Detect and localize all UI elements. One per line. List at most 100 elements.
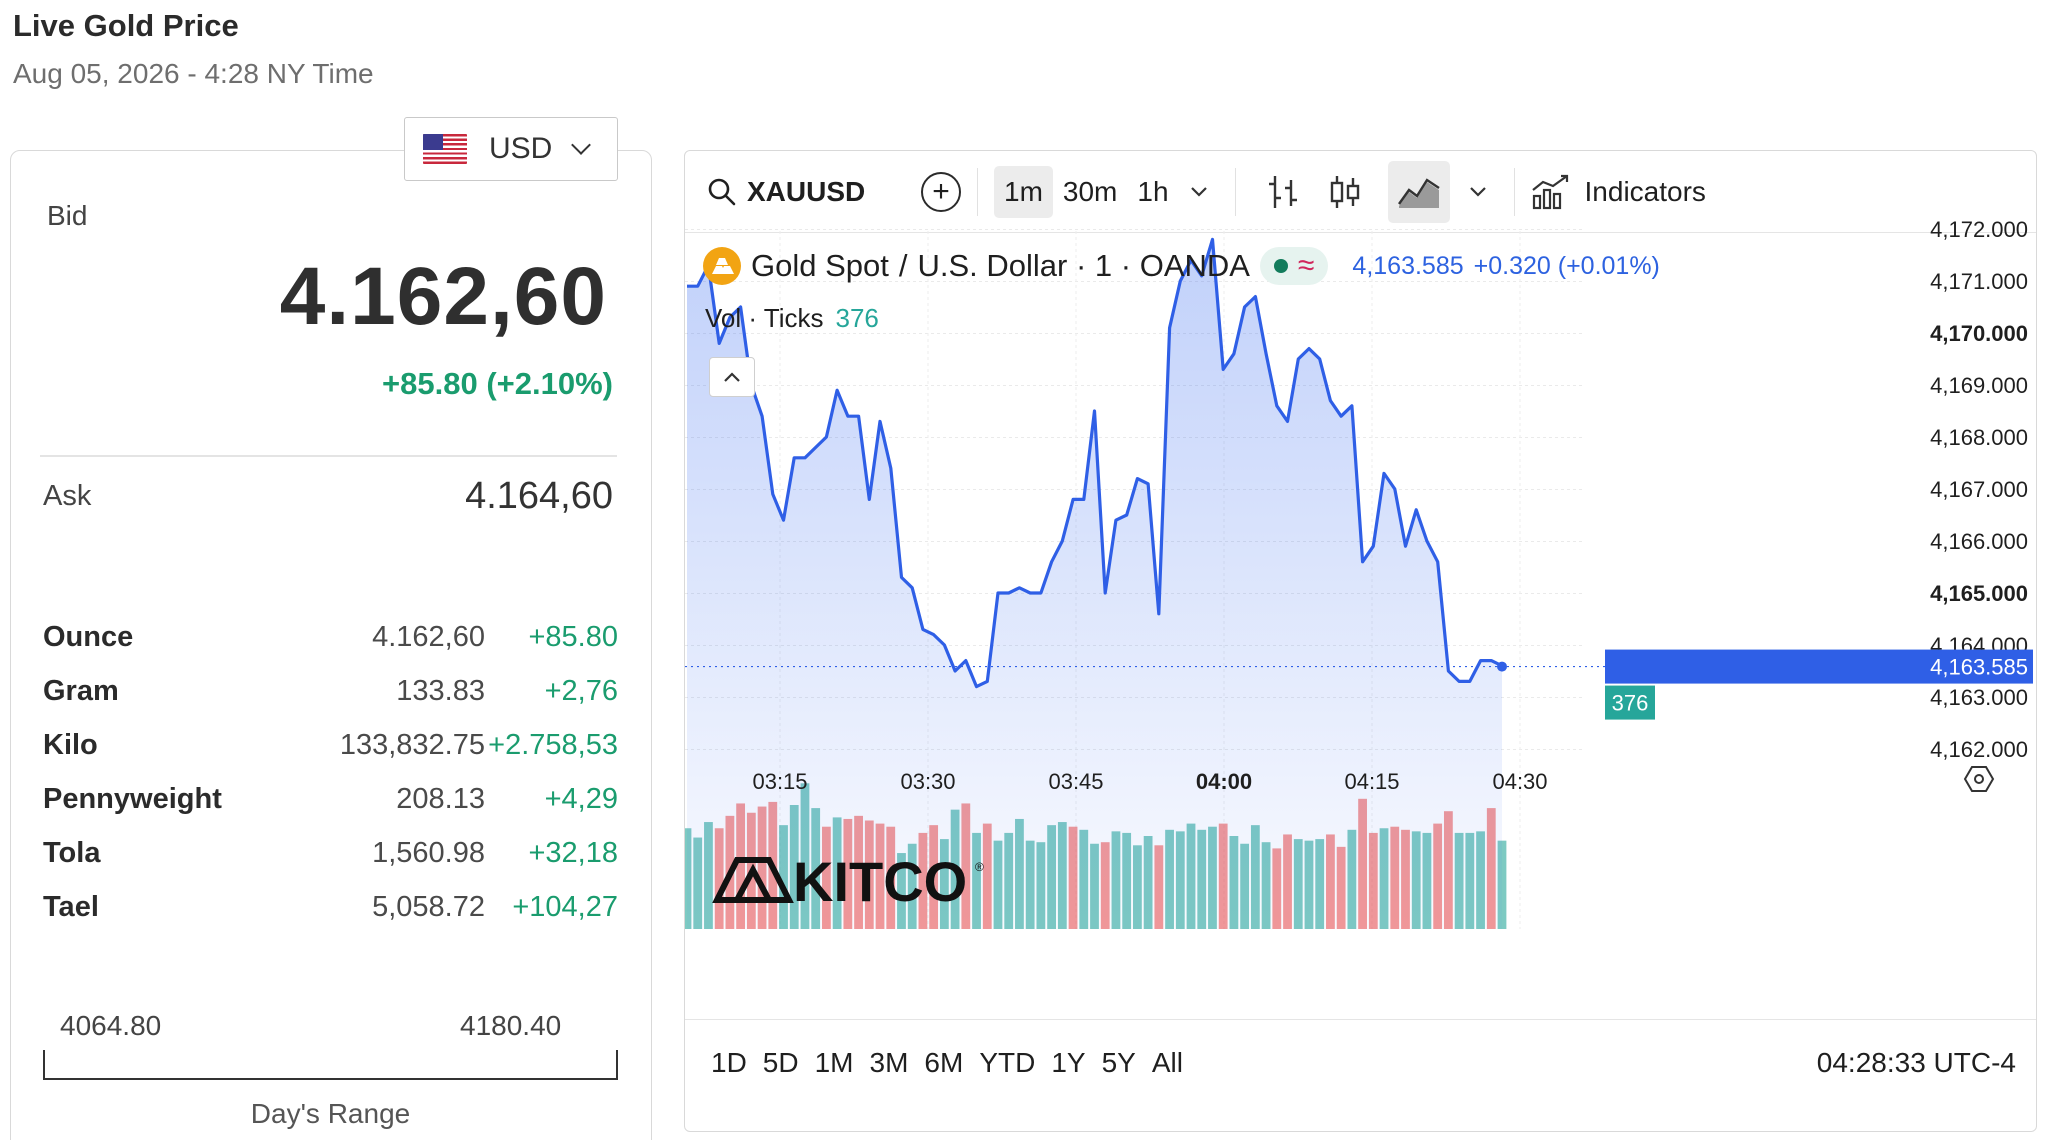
unit-row-kilo: Kilo 133,832.75 +2.758,53 [43,718,618,772]
market-open-icon [1273,259,1288,273]
interval-1h-button[interactable]: 1h [1137,175,1169,207]
range-1y-button[interactable]: 1Y [1051,1047,1086,1078]
unit-change: +85.80 [528,620,618,653]
currency-select[interactable]: USD [404,117,618,181]
x-tick-label: 04:30 [1492,769,1547,794]
days-range-bar [43,1050,618,1080]
plus-icon: + [932,174,950,208]
chart-type-dropdown-button[interactable] [1458,161,1498,223]
unit-name: Tael [43,890,99,923]
interval-30m-button[interactable]: 30m [1062,175,1118,207]
ohlc-bars-icon [1268,175,1297,208]
symbol-label: XAUUSD [747,175,866,207]
unit-change: +4,29 [544,782,618,815]
y-tick-label: 4,165.000 [1930,581,2028,606]
x-tick-label: 03:30 [900,769,955,794]
x-tick-label: 04:15 [1344,769,1399,794]
range-6m-button[interactable]: 6M [924,1047,964,1078]
indicators-button[interactable]: Indicators [1531,174,1706,210]
chart-toolbar: XAUUSD + 1m 30m 1h [685,151,2036,233]
candlestick-icon [1330,175,1359,208]
chevron-down-icon [571,135,592,155]
last-volume-text: 376 [1612,691,1649,716]
y-tick-label: 4,162.000 [1930,737,2028,762]
unit-row-tael: Tael 5,058.72 +104,27 [43,880,618,934]
unit-price: 133.83 [396,674,485,707]
interval-1m-button[interactable]: 1m [994,165,1053,218]
unit-name: Tola [43,836,101,869]
volume-value: 376 [835,303,879,333]
unit-change: +2.758,53 [488,728,618,761]
unit-row-pennyweight: Pennyweight 208.13 +4,29 [43,772,618,826]
y-tick-label: 4,167.000 [1930,477,2028,502]
unit-price: 4.162,60 [372,620,485,653]
watermark-text: KITCO [793,850,967,913]
chart-clock: 04:28:33 UTC-4 [1816,1047,2016,1078]
unit-row-tola: Tola 1,560.98 +32,18 [43,826,618,880]
price-chart[interactable]: KITCO ® 4,172.000 4,171.000 4,170.000 4,169… [685,151,2037,1131]
legend-value: 4,163.585 [1352,251,1464,280]
toolbar-separator [1234,167,1236,216]
last-volume-badge [1605,685,1655,720]
y-tick-label: 4,166.000 [1930,529,2028,554]
volume-label: Vol · Ticks [705,303,824,333]
currency-label: USD [489,132,553,165]
market-status-pill[interactable]: ≈ [1259,247,1329,285]
unit-name: Ounce [43,620,134,653]
legend-change: +0.320 (+0.01%) [1473,251,1660,280]
range-1d-button[interactable]: 1D [711,1047,747,1078]
collapse-legend-button[interactable] [709,357,755,397]
range-5y-button[interactable]: 5Y [1101,1047,1136,1078]
last-price-badge [1605,649,2033,684]
range-buttons: 1D 5D 1M 3M 6M YTD 1Y 5Y All [703,1039,1191,1087]
area-chart-type-button[interactable] [1387,160,1450,223]
page-timestamp: Aug 05, 2026 - 4:28 NY Time [13,58,374,89]
search-icon [708,178,736,205]
unit-price: 1,560.98 [372,836,485,869]
legend-separator: / [898,248,908,283]
x-tick-label: 03:45 [1048,769,1103,794]
kitco-watermark: KITCO ® [712,850,984,913]
chevron-down-icon [1190,186,1207,197]
interval-dropdown-button[interactable] [1179,161,1219,223]
range-all-button[interactable]: All [1151,1047,1183,1078]
range-3m-button[interactable]: 3M [869,1047,909,1078]
bid-change: +85.80 (+2.10%) [382,366,613,401]
ask-label: Ask [43,480,92,512]
unit-change: +104,27 [512,890,618,923]
divider [40,455,617,457]
chevron-down-icon [1469,186,1486,197]
indicators-icon [1531,174,1568,209]
days-range-high: 4180.40 [460,1010,562,1041]
axis-settings-icon [1963,766,1995,792]
unit-price-table: Ounce 4.162,60 +85.80 Gram 133.83 +2,76 … [43,610,618,934]
bottom-divider [685,1019,2036,1020]
unit-change: +32,18 [528,836,618,869]
compare-add-button[interactable]: + [921,171,961,212]
bid-label: Bid [47,200,88,231]
trademark-mark: ® [975,860,984,874]
unit-change: +2,76 [544,674,618,707]
y-tick-label: 4,163.000 [1930,685,2028,710]
gold-bars-icon [703,247,741,285]
price-area [687,239,1502,929]
y-tick-label: 4,169.000 [1930,373,2028,398]
days-range-label: Day's Range [250,1098,411,1129]
last-price-text: 4,163.585 [1930,655,2028,680]
range-ytd-button[interactable]: YTD [979,1047,1036,1078]
toolbar-separator [1513,167,1515,216]
range-5d-button[interactable]: 5D [762,1047,799,1078]
bar-chart-type-button[interactable] [1252,161,1314,223]
unit-price: 208.13 [396,782,485,815]
legend-quote: U.S. Dollar · 1 · OANDA [917,248,1250,283]
days-range-low: 4064.80 [60,1010,162,1041]
unit-name: Gram [43,674,119,707]
candle-chart-type-button[interactable] [1314,161,1376,223]
chart-widget: XAUUSD + 1m 30m 1h [684,150,2037,1132]
price-line [687,237,1503,689]
range-1m-button[interactable]: 1M [814,1047,854,1078]
us-flag-icon [423,134,467,164]
symbol-search[interactable]: XAUUSD [707,176,907,208]
unit-row-gram: Gram 133.83 +2,76 [43,664,618,718]
bid-price: 4.162,60 [279,251,607,342]
